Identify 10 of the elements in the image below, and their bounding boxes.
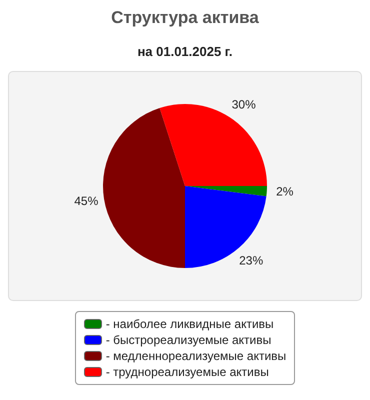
- legend-label: - медленнореализуемые активы: [106, 348, 286, 364]
- data-label: 23%: [239, 253, 264, 268]
- legend-label: - быстрореализуемые активы: [106, 332, 272, 348]
- chart-subtitle: на 01.01.2025 г.: [136, 44, 234, 59]
- legend-label: - наиболее ликвидные активы: [106, 316, 274, 332]
- data-label: 2%: [276, 184, 294, 199]
- chart-title: Структура актива: [110, 8, 260, 28]
- data-label: 45%: [74, 194, 99, 208]
- legend-label: - труднореализуемые активы: [106, 364, 269, 380]
- data-label: 30%: [232, 97, 256, 112]
